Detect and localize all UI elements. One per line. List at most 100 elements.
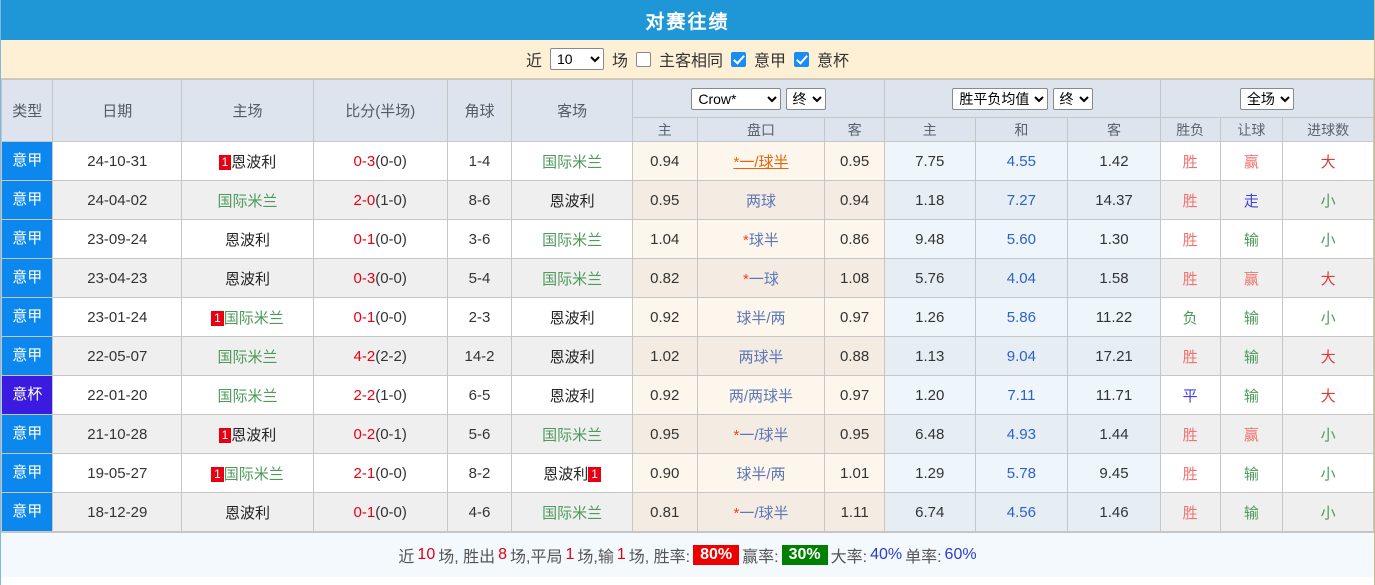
cell-win-loss: 胜	[1159, 219, 1221, 259]
cell-home-team[interactable]: 恩波利	[181, 219, 314, 259]
team-name: 国际米兰	[223, 465, 284, 483]
cell-euro-draw: 5.60	[974, 219, 1069, 259]
half-time-score: (0-0)	[375, 230, 407, 248]
cell-win-loss: 胜	[1159, 414, 1221, 454]
cell-win-loss: 胜	[1159, 180, 1221, 220]
cell-away-team[interactable]: 国际米兰	[511, 258, 633, 298]
same-venue-checkbox[interactable]	[635, 51, 651, 67]
table-header-row-2: 主 盘口 客 主 和 客 胜负 让球 进球数	[2, 117, 1374, 142]
cell-home-team[interactable]: 1 国际米兰	[181, 297, 314, 337]
cell-type: 意甲	[0, 219, 54, 259]
cell-win-loss: 胜	[1159, 258, 1221, 298]
team-name: 恩波利	[549, 387, 595, 405]
cell-handicap: *一/球半	[696, 414, 826, 454]
euro-type-select[interactable]: 胜平负均值Bet365威廉希尔	[952, 87, 1049, 110]
cell-type: 意甲	[0, 336, 54, 376]
cell-hcp-home-odds: 0.82	[631, 258, 698, 298]
team-name: 恩波利	[543, 465, 589, 483]
cell-handicap-result: 赢	[1219, 258, 1284, 298]
half-time-score: (0-0)	[375, 152, 407, 170]
cell-handicap-result: 赢	[1219, 414, 1284, 454]
cell-home-team[interactable]: 1 恩波利	[181, 414, 314, 454]
cell-handicap-result: 赢	[1219, 141, 1284, 181]
team-name: 恩波利	[231, 426, 277, 444]
table-row[interactable]: 意甲 24-10-31 1 恩波利 0-3(0-0) 1-4 国际米兰 0.94 *一/球半 0.…	[0, 141, 1374, 181]
table-row[interactable]: 意甲 22-05-07 国际米兰 4-2(2-2) 14-2 恩波利 1.02 两球半 0.88…	[0, 336, 1374, 376]
cell-score: 2-2(1-0)	[312, 375, 448, 415]
cell-away-team[interactable]: 恩波利	[511, 336, 633, 376]
cell-date: 22-01-20	[52, 375, 183, 415]
cell-handicap-result: 输	[1219, 375, 1284, 415]
full-time-score: 0-2	[353, 425, 376, 443]
cell-euro-away: 1.42	[1067, 141, 1161, 181]
summary-win-label: 场, 胜出	[438, 549, 496, 566]
table-header-row-1: 类型 日期 主场 比分(半场) 角球 客场 Crow*MacauslotBet3…	[0, 79, 1375, 142]
league-checkbox[interactable]	[731, 51, 746, 67]
win-rate-badge: 80%	[693, 545, 740, 565]
cell-corner: 4-6	[446, 492, 513, 532]
cell-win-loss: 胜	[1159, 336, 1221, 376]
cell-hcp-away-odds: 0.94	[824, 180, 885, 220]
cup-filter-label: 意杯	[817, 53, 850, 70]
cell-date: 24-10-31	[52, 141, 183, 181]
cell-score: 0-1(0-0)	[312, 297, 448, 337]
cell-hcp-away-odds: 0.97	[824, 375, 885, 415]
col-date: 日期	[52, 79, 183, 142]
cell-home-team[interactable]: 恩波利	[181, 258, 314, 298]
league-badge: 意甲	[2, 220, 53, 258]
cell-home-team[interactable]: 国际米兰	[181, 375, 314, 415]
cell-home-team[interactable]: 国际米兰	[181, 336, 314, 376]
full-time-score: 0-3	[353, 152, 376, 170]
table-row[interactable]: 意杯 22-01-20 国际米兰 2-2(1-0) 6-5 恩波利 0.92 两/两球半 0.9…	[0, 375, 1374, 415]
cell-away-team[interactable]: 国际米兰	[511, 414, 633, 454]
cell-type: 意甲	[0, 414, 54, 454]
cell-type: 意甲	[0, 258, 54, 298]
cell-handicap: *一/球半	[696, 492, 826, 532]
table-row[interactable]: 意甲 19-05-27 1 国际米兰 2-1(0-0) 8-2 恩波利 1 0.90 球半/两 1.…	[0, 453, 1374, 493]
cell-type: 意甲	[0, 492, 54, 532]
half-time-score: (1-0)	[375, 386, 407, 404]
cell-away-team[interactable]: 恩波利	[511, 375, 633, 415]
cell-home-team[interactable]: 国际米兰	[181, 180, 314, 220]
team-name: 恩波利	[224, 504, 270, 522]
table-row[interactable]: 意甲 18-12-29 恩波利 0-1(0-0) 4-6 国际米兰 0.81 *一/球半 1.1…	[0, 492, 1374, 532]
cell-corner: 2-3	[446, 297, 513, 337]
cell-euro-draw: 4.56	[974, 492, 1069, 532]
cell-date: 23-09-24	[52, 219, 183, 259]
cell-hcp-away-odds: 1.11	[824, 492, 885, 532]
handicap-company-select[interactable]: Crow*MacauslotBet365	[691, 87, 782, 110]
league-badge: 意杯	[2, 376, 53, 414]
cell-hcp-home-odds: 1.02	[631, 336, 698, 376]
cell-away-team[interactable]: 国际米兰	[511, 219, 633, 259]
cell-away-team[interactable]: 恩波利	[511, 297, 633, 337]
cell-away-team[interactable]: 恩波利 1	[511, 453, 633, 493]
handicap-time-select[interactable]: 初终	[785, 87, 826, 110]
cell-date: 23-01-24	[52, 297, 183, 337]
cup-checkbox[interactable]	[794, 51, 810, 67]
cell-away-team[interactable]: 国际米兰	[511, 492, 633, 532]
result-scope-select[interactable]: 全场半场	[1239, 87, 1294, 110]
table-row[interactable]: 意甲 23-09-24 恩波利 0-1(0-0) 3-6 国际米兰 1.04 *球半 0.86 9…	[0, 219, 1374, 259]
table-row[interactable]: 意甲 24-04-02 国际米兰 2-0(1-0) 8-6 恩波利 0.95 两球 0.94 1.…	[0, 180, 1374, 220]
cell-handicap: *一球	[696, 258, 826, 298]
match-history-table: 类型 日期 主场 比分(半场) 角球 客场 Crow*MacauslotBet3…	[0, 79, 1375, 532]
recent-count-select[interactable]: 61020全部	[549, 48, 604, 70]
col-type: 类型	[0, 79, 54, 142]
cell-euro-away: 1.44	[1067, 414, 1161, 454]
table-row[interactable]: 意甲 23-01-24 1 国际米兰 0-1(0-0) 2-3 恩波利 0.92 球半/两 0.9…	[0, 297, 1374, 337]
cell-win-loss: 平	[1159, 375, 1221, 415]
cell-home-team[interactable]: 1 国际米兰	[181, 453, 314, 493]
cell-away-team[interactable]: 国际米兰	[511, 141, 633, 181]
table-row[interactable]: 意甲 23-04-23 恩波利 0-3(0-0) 5-4 国际米兰 0.82 *一球 1.08 5…	[0, 258, 1374, 298]
subcol-euro-away: 客	[1067, 117, 1161, 142]
col-score: 比分(半场)	[312, 79, 448, 142]
cell-away-team[interactable]: 恩波利	[511, 180, 633, 220]
table-row[interactable]: 意甲 21-10-28 1 恩波利 0-2(0-1) 5-6 国际米兰 0.95 *一/球半 0.…	[0, 414, 1374, 454]
cell-goals-result: 小	[1282, 219, 1374, 259]
euro-time-select[interactable]: 初终	[1052, 87, 1093, 110]
cell-home-team[interactable]: 恩波利	[181, 492, 314, 532]
cell-home-team[interactable]: 1 恩波利	[181, 141, 314, 181]
cell-goals-result: 大	[1282, 141, 1374, 181]
full-time-score: 0-3	[353, 269, 376, 287]
cell-corner: 6-5	[446, 375, 513, 415]
